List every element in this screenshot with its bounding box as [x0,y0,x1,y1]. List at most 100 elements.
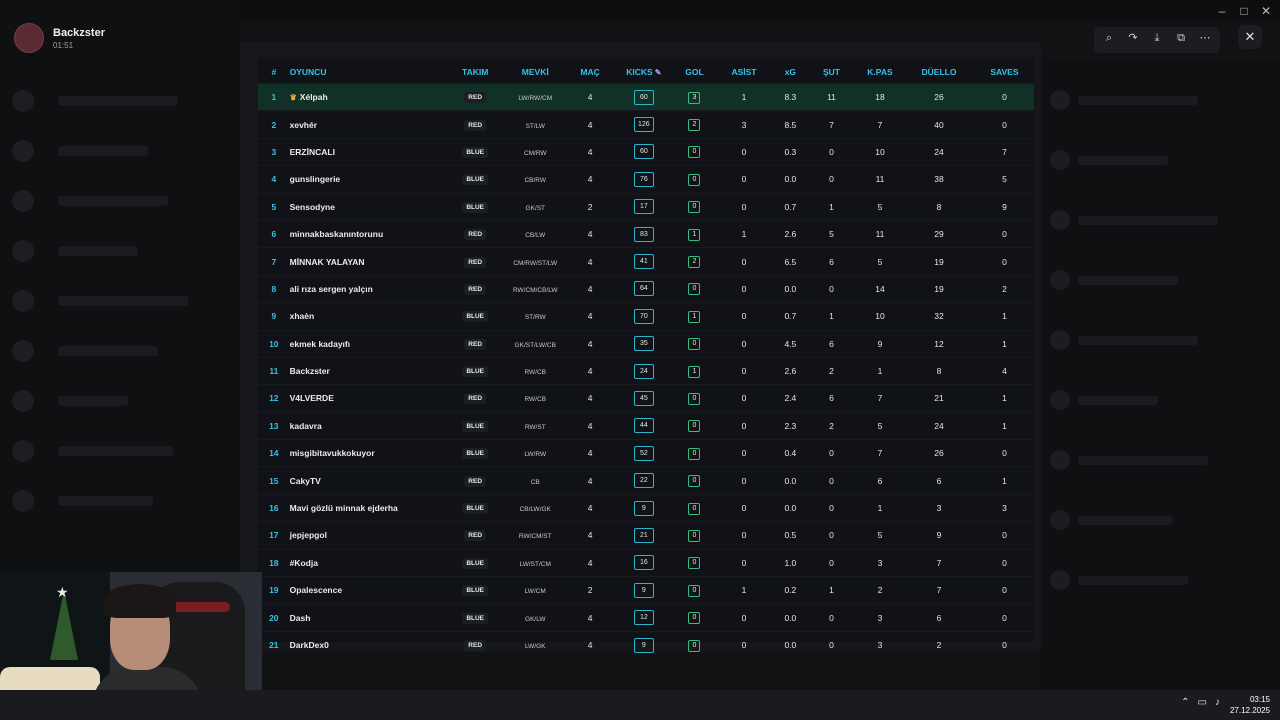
xg-cell: 0.0 [774,274,807,303]
saves-cell: 0 [974,576,1034,604]
kicks-badge: 21 [633,527,654,543]
team-badge: BLUE [462,503,489,515]
shots-cell: 5 [806,219,857,248]
team-cell: RED [447,466,503,495]
table-row: 21 DarkDex0 RED LW/GK 4 9 0 0 0.0 0 3 2 0 [258,630,1034,659]
key-passes-cell: 5 [856,521,904,550]
shots-cell: 1 [806,192,857,221]
avatar[interactable] [14,23,44,53]
rank-cell: 17 [258,521,290,550]
header-goals: GOL [685,66,704,77]
close-icon[interactable]: ✕ [1238,25,1262,49]
shots-cell: 0 [806,603,857,632]
kicks-cell: 126 [612,110,676,139]
table-row: 19 Opalescence BLUE LW/CM 2 9 0 1 0.2 1 2 7 0 [258,576,1034,604]
more-icon[interactable]: ⋯ [1199,32,1211,44]
table-row: 18 #Kodja BLUE LW/ST/CM 4 16 0 0 1.0 0 3 7 0 [258,548,1034,577]
shots-cell: 0 [806,466,857,495]
table-row: 15 CakyTV RED CB 4 22 0 0 0.0 0 6 6 1 [258,466,1034,495]
matches-cell: 4 [567,329,613,358]
table-body: 1 ♛ Xélpah RED LW/RW/CM 4 60 3 1 8.3 11 18 26 0 2 xevhé… [258,82,1034,659]
matches-cell: 2 [567,192,613,221]
position-cell: GK/LW [502,603,568,632]
goals-badge: 2 [688,119,701,132]
player-name: ERZİNCALI [289,146,335,157]
background-member-list [1040,60,1280,690]
player-cell: jepjepgol [289,521,448,550]
team-cell: RED [447,274,503,303]
download-icon[interactable]: ⤓ [1154,32,1160,44]
window-close-icon[interactable]: ✕ [1260,4,1272,18]
kicks-badge: 126 [633,117,654,133]
goals-cell: 0 [675,411,714,440]
assists-cell: 0 [713,192,775,221]
rank-cell: 2 [258,110,290,139]
kicks-cell: 45 [612,384,676,413]
team-cell: RED [447,247,503,276]
key-passes-cell: 11 [856,219,904,248]
crown-icon: ♛ [289,93,297,103]
taskbar-clock[interactable]: 03:15 27.12.2025 [1230,694,1270,716]
header-kicks-label: KICKS [626,66,653,77]
table-row: 10 ekmek kadayıfı RED GK/ST/LW/CB 4 35 0 0 4.5 6 9… [258,329,1034,358]
player-cell: ♛ Xélpah [289,82,448,111]
minimize-icon[interactable]: – [1218,4,1226,18]
saves-cell: 3 [974,493,1034,522]
network-icon[interactable]: ▭ [1197,697,1207,708]
shots-cell: 6 [806,247,857,276]
xg-cell: 6.5 [774,247,807,276]
team-badge: RED [464,92,487,104]
kicks-badge: 9 [633,500,654,516]
open-external-icon[interactable]: ⧉ [1177,32,1185,44]
position-cell: RW/CM/ST [502,521,568,550]
player-cell: misgibitavukkokuyor [289,439,448,467]
goals-badge: 2 [688,256,701,269]
key-passes-cell: 3 [856,630,904,659]
assists-cell: 0 [713,439,775,467]
maximize-icon[interactable]: □ [1240,4,1248,18]
kicks-cell: 44 [612,411,676,440]
saves-cell: 0 [974,603,1034,632]
team-badge: BLUE [462,201,489,213]
player-cell: Backzster [289,356,448,385]
duels-cell: 29 [903,219,975,248]
chevron-up-icon[interactable]: ⌃ [1181,697,1190,708]
system-tray: ⌃ ▭ ♪ [1181,697,1220,708]
player-name: gunslingerie [289,174,341,185]
table-row: 5 Sensodyne BLUE GK/ST 2 17 0 0 0.7 1 5 8 9 [258,192,1034,221]
duels-cell: 8 [903,356,975,385]
duels-cell: 32 [903,302,975,331]
player-cell: xhaèn [289,302,448,331]
saves-cell: 1 [974,411,1034,440]
position-cell: RW/ST [502,411,568,440]
header-rank: # [271,66,277,77]
zoom-icon[interactable]: ⌕ [1105,32,1113,44]
volume-icon[interactable]: ♪ [1215,697,1220,708]
kicks-cell: 83 [612,219,676,248]
uploader-info: Backzster 01:51 [14,22,105,54]
matches-cell: 4 [567,247,613,276]
team-badge: BLUE [462,174,489,186]
rank-cell: 21 [258,630,290,659]
assists-cell: 0 [713,329,775,358]
share-icon[interactable]: ↷ [1128,32,1138,44]
goals-cell: 0 [675,576,714,604]
saves-cell: 0 [974,110,1034,139]
team-cell: RED [447,110,503,139]
goals-cell: 0 [675,548,714,577]
table-row: 17 jepjepgol RED RW/CM/ST 4 21 0 0 0.5 0 5 9 0 [258,521,1034,550]
goals-badge: 0 [688,338,701,351]
header-position: MEVKİ [521,66,549,77]
duels-cell: 6 [903,603,975,632]
team-cell: BLUE [447,165,503,194]
goals-badge: 0 [688,502,701,515]
key-passes-cell: 3 [856,548,904,577]
team-cell: RED [447,82,503,111]
position-text: ST/LW [525,122,545,130]
goals-badge: 0 [688,146,701,159]
table-row: 1 ♛ Xélpah RED LW/RW/CM 4 60 3 1 8.3 11 18 26 0 [258,82,1034,111]
player-cell: ekmek kadayıfı [289,329,448,358]
player-name: V4LVERDE [289,393,334,404]
saves-cell: 5 [974,165,1034,194]
kicks-cell: 16 [612,548,676,577]
